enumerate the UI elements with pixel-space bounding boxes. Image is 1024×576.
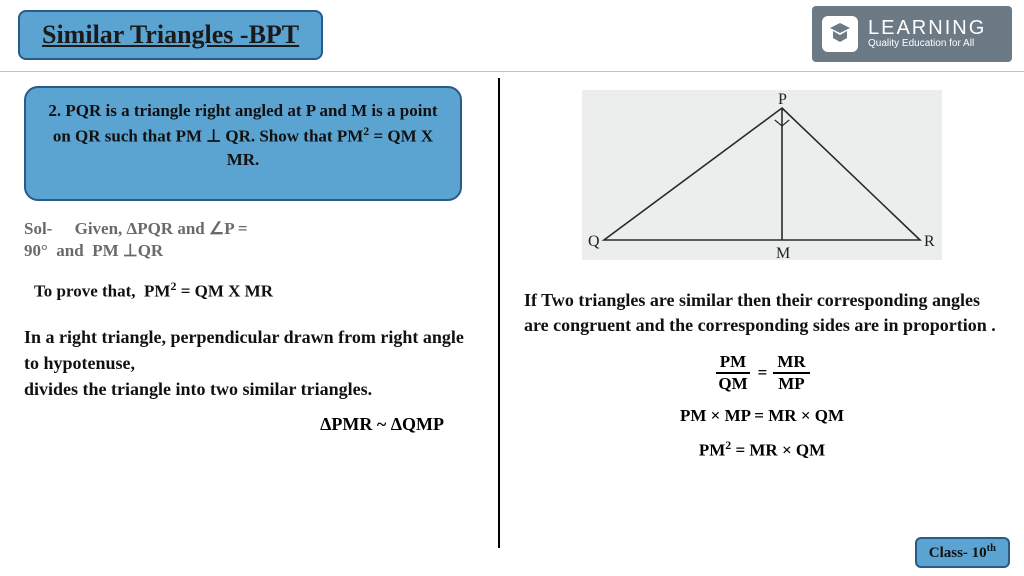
content-area: 2. PQR is a triangle right angled at P a… — [0, 72, 1024, 576]
proportion-equation: PM QM = MR MP — [524, 352, 1000, 394]
brand-logo: LEARNING Quality Education for All — [812, 6, 1012, 62]
title-box: Similar Triangles -BPT — [18, 10, 323, 60]
fraction-left: PM QM — [714, 352, 751, 394]
svg-text:P: P — [778, 91, 787, 108]
fraction-right: MR MP — [773, 352, 809, 394]
equation-2: PM2 = MR × QM — [524, 438, 1000, 461]
svg-text:R: R — [924, 233, 935, 250]
class-badge: Class- 10th — [915, 537, 1010, 568]
problem-statement: 2. PQR is a triangle right angled at P a… — [24, 86, 462, 201]
triangle-diagram: P Q R M — [582, 90, 942, 260]
left-column: 2. PQR is a triangle right angled at P a… — [0, 72, 498, 445]
solution-line-2: 90° and PM ⊥QR — [24, 241, 480, 261]
sol-label: Sol- — [24, 219, 52, 238]
svg-text:M: M — [776, 245, 790, 260]
explanation-text: In a right triangle, perpendicular drawn… — [24, 324, 480, 402]
to-prove: To prove that, PM2 = QM X MR — [34, 279, 480, 302]
similarity-rule-text: If Two triangles are similar then their … — [524, 288, 1000, 338]
header: Similar Triangles -BPT LEARNING Quality … — [0, 0, 1024, 72]
given-text: Given, ΔPQR and ∠P = — [75, 219, 248, 238]
right-column: P Q R M If Two triangles are similar then t… — [500, 72, 1024, 483]
triangle-svg: P Q R M — [582, 90, 942, 260]
logo-main: LEARNING — [868, 18, 986, 38]
page-title: Similar Triangles -BPT — [42, 20, 299, 49]
solution-line-1: Sol- Given, ΔPQR and ∠P = — [24, 219, 480, 239]
svg-text:Q: Q — [588, 233, 600, 250]
logo-icon — [822, 16, 858, 52]
similarity-equation: ΔPMR ~ ΔQMP — [24, 414, 480, 435]
logo-sub: Quality Education for All — [868, 38, 986, 50]
equation-1: PM × MP = MR × QM — [524, 406, 1000, 426]
logo-text: LEARNING Quality Education for All — [868, 18, 986, 50]
equals-sign: = — [758, 363, 768, 383]
